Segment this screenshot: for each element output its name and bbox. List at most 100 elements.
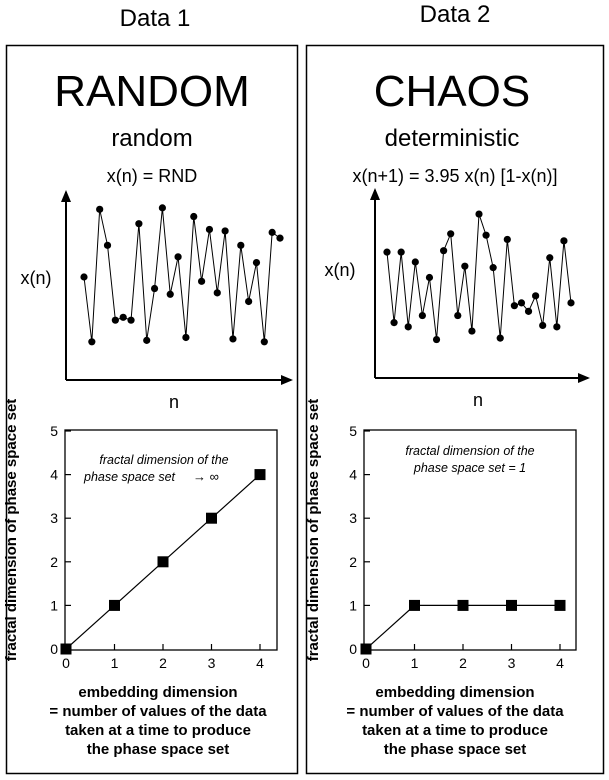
annotation-random-arrow-infinity: → ∞ <box>193 469 219 484</box>
series-point-random <box>103 241 112 249</box>
series-point-random <box>260 338 268 346</box>
series-point-chaos <box>489 264 497 272</box>
dimension-point-random <box>157 556 169 568</box>
dimension-plot-frame-chaos <box>363 429 577 651</box>
xtick-label-random: 0 <box>62 655 70 671</box>
series-point-chaos <box>397 248 405 256</box>
series-line-chaos <box>386 213 572 340</box>
xtick-label-random: 1 <box>111 655 119 671</box>
series-point-chaos <box>539 321 547 330</box>
footer-random-line-4: the phase space set <box>87 741 230 758</box>
annotation-random-line-2: phase space set <box>83 470 176 484</box>
footer-random-line-3: taken at a time to produce <box>65 722 251 739</box>
series-point-chaos <box>567 299 575 307</box>
series-point-chaos <box>503 235 511 244</box>
ytick-label-chaos: 0 <box>349 641 357 657</box>
series-point-random <box>190 212 198 221</box>
panel-chaos-frame <box>305 44 605 775</box>
ytick-label-random: 3 <box>50 510 58 526</box>
equation-chaos: x(n+1) = 3.95 x(n) [1-x(n)] <box>352 166 557 186</box>
dimension-ylabel-random: fractal dimension of phase space set <box>3 399 20 662</box>
xtick-label-chaos: 4 <box>556 655 564 671</box>
series-point-random <box>158 204 166 212</box>
annotation-chaos-line-1: fractal dimension of the <box>405 444 534 458</box>
column-title-data-2: Data 2 <box>420 1 491 28</box>
xtick-label-random: 3 <box>208 655 216 671</box>
footer-chaos-line-1: embedding dimension <box>375 684 534 701</box>
annotation-chaos-line-2: phase space set = 1 <box>413 461 526 475</box>
series-point-chaos <box>560 237 568 245</box>
heading-chaos: CHAOS <box>374 67 530 116</box>
series-point-random <box>268 228 276 236</box>
ytick-label-chaos: 3 <box>349 510 357 526</box>
dimension-point-random <box>109 599 120 611</box>
series-point-chaos <box>425 273 434 282</box>
series-point-random <box>229 335 237 343</box>
series-xlabel-chaos: n <box>473 390 483 410</box>
dimension-point-chaos <box>409 599 420 611</box>
series-point-chaos <box>553 323 561 331</box>
series-point-chaos <box>517 299 526 307</box>
series-point-chaos <box>440 247 448 255</box>
series-point-chaos <box>475 210 483 218</box>
xtick-label-chaos: 3 <box>508 655 516 671</box>
dimension-point-random <box>206 512 217 524</box>
dimension-plot-random: fractal dimension of phase space set fra… <box>3 399 278 758</box>
series-point-random <box>96 205 104 213</box>
xtick-label-chaos: 0 <box>362 655 370 671</box>
dimension-point-chaos <box>360 643 372 655</box>
dimension-point-random <box>60 643 72 655</box>
series-point-random <box>143 336 151 344</box>
series-point-chaos <box>510 302 518 310</box>
series-point-chaos <box>468 327 476 335</box>
footer-chaos-line-4: the phase space set <box>384 741 527 758</box>
dimension-point-chaos <box>554 599 566 611</box>
series-point-random <box>127 316 135 324</box>
panel-random-frame <box>5 44 299 775</box>
series-point-random <box>182 333 190 342</box>
series-point-random <box>166 290 174 298</box>
dimension-point-chaos <box>506 599 517 611</box>
ytick-label-random: 4 <box>50 467 58 483</box>
column-title-data-1: Data 1 <box>120 5 191 32</box>
dimension-plot-chaos: fractal dimension of phase space set fra… <box>305 399 577 758</box>
series-point-chaos <box>524 307 533 315</box>
dimension-ylabel-chaos: fractal dimension of phase space set <box>305 399 322 662</box>
ytick-label-random: 0 <box>50 641 58 657</box>
footer-random-line-2: = number of values of the data <box>49 703 267 720</box>
series-point-random <box>245 297 253 306</box>
series-point-random <box>88 338 96 346</box>
series-point-random <box>150 284 159 293</box>
series-point-chaos <box>383 248 391 256</box>
ytick-label-chaos: 1 <box>349 597 357 613</box>
series-point-chaos <box>432 335 441 344</box>
ytick-label-chaos: 4 <box>349 467 357 483</box>
footer-chaos-line-2: = number of values of the data <box>346 703 564 720</box>
series-point-random <box>237 241 245 249</box>
series-point-random <box>221 227 229 235</box>
series-point-random <box>135 220 143 228</box>
xtick-label-chaos: 2 <box>459 655 467 671</box>
footer-chaos-line-3: taken at a time to produce <box>362 722 548 739</box>
series-point-chaos <box>532 292 540 300</box>
series-point-chaos <box>454 311 462 320</box>
series-point-chaos <box>546 254 554 262</box>
series-ylabel-chaos: x(n) <box>325 260 356 280</box>
equation-random: x(n) = RND <box>107 166 198 186</box>
dimension-line-chaos <box>365 604 560 650</box>
series-point-random <box>111 316 119 324</box>
time-series-chaos: x(n) n <box>325 188 590 410</box>
series-point-random <box>276 234 284 242</box>
time-series-random: x(n) n <box>21 190 293 412</box>
series-point-chaos <box>461 262 469 270</box>
series-point-chaos <box>447 230 455 238</box>
series-point-random <box>252 259 261 267</box>
xtick-label-random: 2 <box>159 655 167 671</box>
ytick-label-random: 5 <box>50 423 58 439</box>
ytick-label-random: 2 <box>50 554 58 570</box>
xtick-label-chaos: 1 <box>411 655 419 671</box>
dimension-point-random <box>254 469 266 481</box>
series-point-chaos <box>404 323 412 331</box>
series-point-chaos <box>390 319 398 327</box>
